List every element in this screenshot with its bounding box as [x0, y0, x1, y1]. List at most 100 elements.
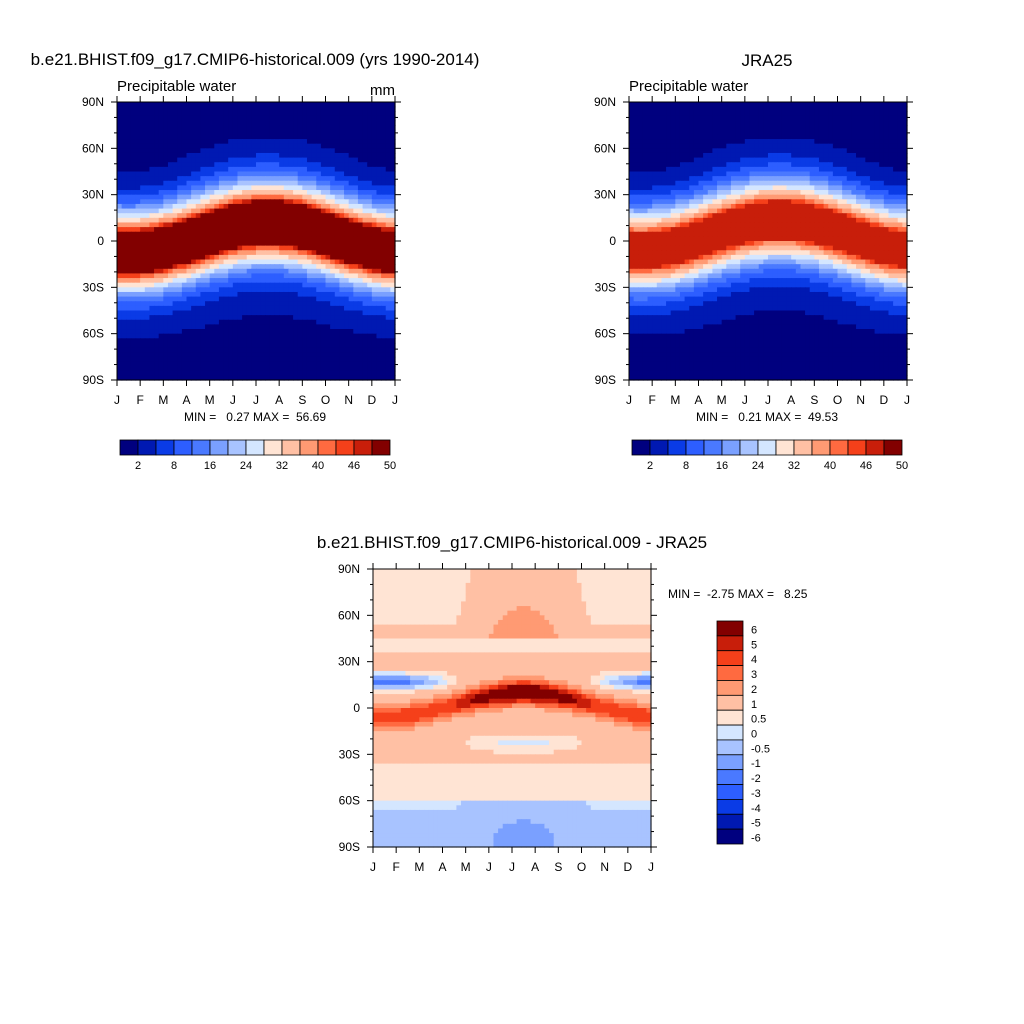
heatmap-cell	[357, 203, 364, 210]
heatmap-cell	[795, 134, 802, 140]
panel-model-colorbar: 2 8 16 24 32 40 46 50	[119, 439, 396, 472]
heatmap-cell	[334, 282, 340, 288]
heatmap-cell	[163, 111, 169, 117]
heatmap-cell	[158, 199, 164, 205]
heatmap-cell	[246, 347, 252, 353]
heatmap-cell	[353, 166, 359, 173]
heatmap-cell	[353, 296, 359, 302]
heatmap-cell	[320, 375, 327, 381]
heatmap-cell	[311, 125, 317, 131]
heatmap-cell	[214, 213, 220, 219]
heatmap-cell	[320, 329, 327, 335]
heatmap-cell	[879, 157, 885, 163]
heatmap-cell	[154, 194, 160, 200]
heatmap-cell	[195, 152, 201, 159]
heatmap-cell	[181, 273, 188, 279]
heatmap-cell	[707, 102, 713, 108]
heatmap-cell	[181, 157, 188, 163]
heatmap-cell	[362, 282, 368, 288]
heatmap-cell	[232, 171, 239, 177]
heatmap-cell	[856, 120, 862, 126]
heatmap-cell	[330, 185, 336, 191]
heatmap-cell	[652, 194, 658, 200]
heatmap-cell	[348, 264, 354, 270]
heatmap-cell	[144, 120, 151, 126]
heatmap-cell	[717, 185, 723, 191]
heatmap-cell	[353, 245, 359, 251]
heatmap-cell	[274, 222, 280, 228]
heatmap-cell	[135, 129, 141, 136]
heatmap-cell	[144, 301, 151, 307]
heatmap-cell	[283, 111, 290, 117]
heatmap-cell	[879, 102, 885, 108]
heatmap-cell	[325, 148, 331, 154]
heatmap-cell	[339, 143, 345, 149]
heatmap-cell	[330, 111, 336, 117]
heatmap-cell	[348, 245, 354, 251]
heatmap-cell	[200, 134, 206, 140]
heatmap-cell	[274, 148, 280, 154]
heatmap-cell	[902, 157, 908, 163]
heatmap-cell	[293, 370, 299, 376]
heatmap-cell	[135, 250, 141, 256]
heatmap-cell	[865, 148, 871, 154]
heatmap-cell	[228, 102, 234, 108]
heatmap-cell	[860, 148, 866, 154]
heatmap-cell	[140, 338, 146, 344]
heatmap-cell	[256, 296, 262, 302]
heatmap-cell	[186, 115, 192, 122]
heatmap-cell	[126, 370, 132, 376]
heatmap-cell	[140, 264, 146, 270]
heatmap-cell	[246, 166, 252, 173]
heatmap-cell	[297, 111, 303, 117]
heatmap-cell	[814, 120, 820, 126]
heatmap-cell	[381, 208, 387, 214]
heatmap-cell	[348, 287, 354, 293]
heatmap-cell	[320, 352, 327, 358]
heatmap-cell	[200, 324, 206, 330]
heatmap-cell	[195, 370, 201, 376]
heatmap-cell	[135, 217, 141, 224]
heatmap-cell	[344, 333, 350, 339]
heatmap-cell	[642, 148, 649, 154]
heatmap-cell	[237, 102, 243, 108]
heatmap-cell	[791, 115, 797, 122]
heatmap-cell	[316, 134, 322, 140]
heatmap-cell	[293, 222, 299, 228]
heatmap-cell	[144, 338, 151, 344]
heatmap-cell	[381, 139, 387, 145]
heatmap-cell	[902, 115, 908, 122]
heatmap-cell	[191, 236, 197, 242]
heatmap-cell	[297, 310, 303, 316]
heatmap-cell	[316, 333, 322, 339]
heatmap-cell	[749, 148, 755, 154]
heatmap-cell	[242, 120, 248, 126]
heatmap-cell	[306, 329, 313, 335]
heatmap-cell	[367, 227, 373, 233]
heatmap-cell	[195, 171, 201, 177]
heatmap-cell	[339, 245, 345, 251]
heatmap-cell	[357, 162, 364, 168]
heatmap-cell	[279, 315, 285, 321]
heatmap-cell	[777, 139, 783, 145]
heatmap-cell	[158, 180, 164, 186]
heatmap-cell	[177, 352, 183, 358]
heatmap-cell	[191, 282, 197, 288]
heatmap-cell	[293, 199, 299, 205]
heatmap-cell	[260, 152, 266, 159]
heatmap-cell	[330, 278, 336, 284]
heatmap-cell	[167, 241, 174, 247]
heatmap-cell	[306, 278, 313, 284]
heatmap-cell	[888, 125, 894, 131]
heatmap-cell	[684, 157, 690, 163]
heatmap-cell	[260, 115, 266, 122]
heatmap-cell	[130, 342, 137, 349]
heatmap-cell	[339, 111, 345, 117]
heatmap-cell	[311, 106, 317, 112]
heatmap-cell	[297, 278, 303, 284]
heatmap-cell	[740, 194, 746, 200]
heatmap-cell	[283, 129, 290, 136]
heatmap-cell	[740, 134, 746, 140]
heatmap-cell	[642, 139, 649, 145]
heatmap-cell	[357, 319, 364, 325]
